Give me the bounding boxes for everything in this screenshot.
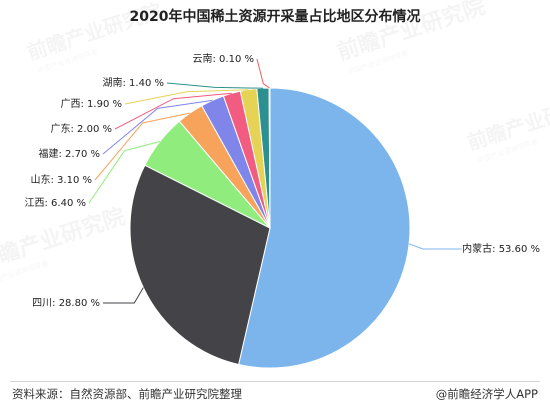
pie-slices <box>129 87 411 369</box>
data-labels: 内蒙古: 53.60 % 四川: 28.80 % 江西: 6.40 % 山东: 3.1… <box>25 52 541 309</box>
data-label-3: 江西: 6.40 % <box>25 197 87 209</box>
leader-line-9 <box>256 58 270 89</box>
data-label-1: 内蒙古: 53.60 % <box>462 242 540 255</box>
leader-line-8 <box>166 82 264 89</box>
leader-line-1 <box>408 243 462 250</box>
leader-line-6 <box>114 92 232 130</box>
data-label-6: 广东: 2.00 % <box>51 122 113 135</box>
source-note: 资料来源：自然资源部、前瞻产业研究院整理 <box>12 387 242 401</box>
data-label-5: 福建: 2.70 % <box>39 147 101 160</box>
data-label-2: 四川: 28.80 % <box>32 298 100 309</box>
data-label-4: 山东: 3.10 % <box>31 173 93 186</box>
pie-slice-2 <box>129 164 271 366</box>
data-label-8: 湖南: 1.40 % <box>103 76 165 89</box>
chart-title: 2020年中国稀土资源开采量占比地区分布情况 <box>129 9 421 25</box>
leader-line-7 <box>124 89 249 105</box>
footer: 资料来源：自然资源部、前瞻产业研究院整理 @前瞻经济学人APP <box>0 381 550 407</box>
leader-lines <box>88 58 462 304</box>
leader-line-3 <box>88 141 161 204</box>
brand-credit: @前瞻经济学人APP <box>435 387 538 401</box>
leader-line-4 <box>94 112 191 181</box>
leader-line-5 <box>102 99 213 155</box>
leader-line-2 <box>103 287 144 304</box>
data-label-9: 云南: 0.10 % <box>193 52 255 65</box>
data-label-7: 广西: 1.90 % <box>61 98 123 110</box>
footer-divider <box>10 381 540 382</box>
